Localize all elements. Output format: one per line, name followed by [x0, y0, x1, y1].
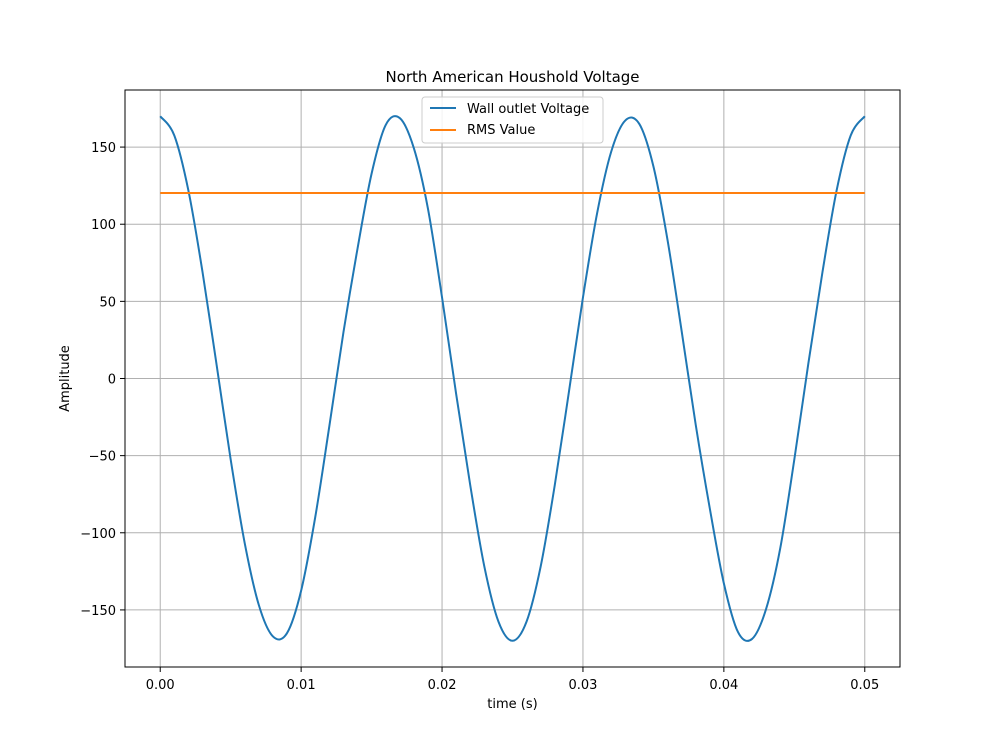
x-tick-label: 0.00	[146, 678, 175, 693]
y-tick-label: −150	[80, 604, 116, 619]
x-tick-label: 0.01	[287, 678, 316, 693]
x-tick-label: 0.04	[709, 678, 738, 693]
legend-label-wall-outlet-voltage: Wall outlet Voltage	[467, 102, 589, 117]
legend-label-rms-value: RMS Value	[467, 123, 535, 138]
y-tick-label: −100	[80, 527, 116, 542]
y-tick-label: 150	[91, 141, 116, 156]
y-axis-label: Amplitude	[58, 345, 73, 412]
chart-title: North American Houshold Voltage	[385, 68, 639, 86]
y-tick-label: 50	[99, 295, 116, 310]
x-tick-label: 0.05	[850, 678, 879, 693]
legend: Wall outlet Voltage RMS Value	[421, 96, 604, 144]
legend-box	[421, 96, 604, 144]
y-tick-label: −50	[89, 450, 116, 465]
x-axis-label: time (s)	[487, 697, 537, 712]
y-tick-label: 0	[108, 373, 116, 388]
x-tick-label: 0.03	[568, 678, 597, 693]
y-tick-label: 100	[91, 218, 116, 233]
x-tick-label: 0.02	[428, 678, 457, 693]
series-line-wall-outlet-voltage	[159, 115, 866, 642]
